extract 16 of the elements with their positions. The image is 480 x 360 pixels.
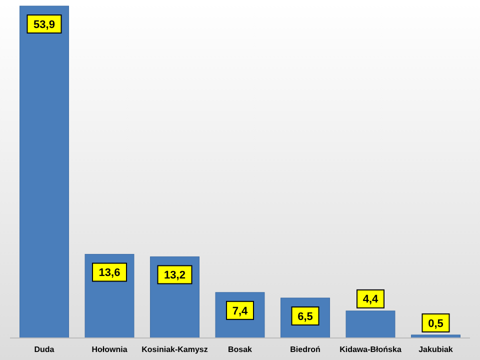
- data-label: 6,5: [298, 310, 313, 323]
- x-tick-label: Kosiniak-Kamysz: [142, 345, 208, 354]
- data-label: 13,6: [98, 267, 120, 280]
- data-label: 53,9: [34, 18, 55, 31]
- x-tick-label: Hołownia: [92, 345, 128, 354]
- data-label: 13,2: [164, 270, 186, 282]
- bar: [20, 6, 69, 338]
- x-tick-label: Biedroń: [290, 345, 320, 354]
- x-tick-label: Jakubiak: [418, 345, 454, 354]
- data-label: 4,4: [362, 294, 380, 306]
- x-tick-label: Duda: [34, 345, 55, 354]
- data-label: 0,5: [428, 318, 444, 330]
- bar: [346, 310, 396, 338]
- x-tick-label: Bosak: [228, 345, 253, 354]
- data-label: 7,4: [232, 305, 249, 318]
- x-tick-label: Kidawa-Błońska: [340, 345, 402, 354]
